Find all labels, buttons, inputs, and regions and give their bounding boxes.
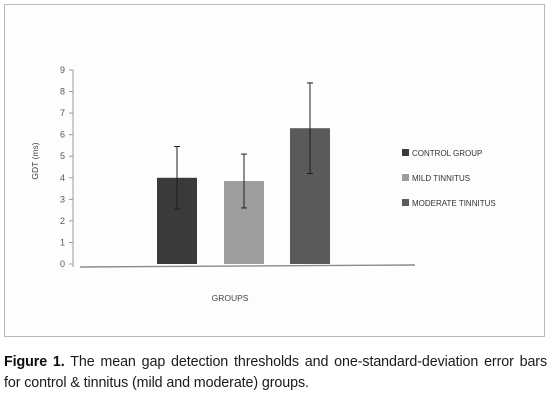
x-axis <box>79 264 416 268</box>
x-axis-label: GROUPS <box>212 293 249 303</box>
legend-swatch <box>402 174 409 181</box>
caption-label: Figure 1. <box>4 354 65 370</box>
y-tick-label: 5 <box>60 151 65 161</box>
bar-chart: 0 1 2 3 4 5 6 7 8 9 CONTROL GROUP MILD TINNITUS MOD… <box>30 65 496 303</box>
y-axis-label: GDT (ms) <box>30 142 40 179</box>
y-tick-label: 3 <box>60 194 65 204</box>
x-axis-line <box>79 264 416 268</box>
y-axis: 0 1 2 3 4 5 6 7 8 9 <box>60 65 74 269</box>
legend-swatch <box>402 149 409 156</box>
y-tick-label: 6 <box>60 130 65 140</box>
legend-swatch <box>402 199 409 206</box>
legend-label: MILD TINNITUS <box>412 174 470 183</box>
legend-label: CONTROL GROUP <box>412 149 482 158</box>
figure-caption: Figure 1. The mean gap detection thresho… <box>4 352 547 394</box>
figure-frame <box>4 4 545 337</box>
y-tick-label: 9 <box>60 65 65 75</box>
error-bars <box>174 82 313 210</box>
caption-text: The mean gap detection thresholds and on… <box>4 354 547 391</box>
y-tick-label: 4 <box>60 173 65 183</box>
y-tick-label: 8 <box>60 87 65 97</box>
y-tick-label: 2 <box>60 216 65 226</box>
legend: CONTROL GROUP MILD TINNITUS MODERATE TINNI… <box>402 149 496 208</box>
legend-label: MODERATE TINNITUS <box>412 199 496 208</box>
y-tick-label: 1 <box>60 237 65 247</box>
y-tick-label: 0 <box>60 259 65 269</box>
y-tick-label: 7 <box>60 108 65 118</box>
